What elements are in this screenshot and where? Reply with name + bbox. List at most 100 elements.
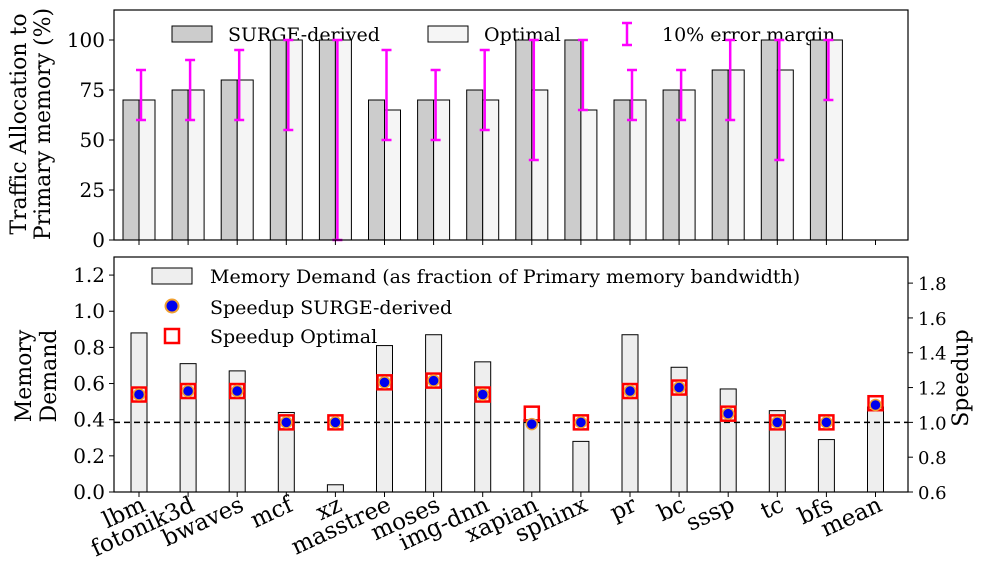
top-ytick-label: 25 [80,178,105,202]
top-errorbar [823,38,834,102]
top-errorbar [528,38,539,162]
top-ytick-label: 75 [80,78,105,102]
bottom-ytick-left-label: 1.0 [73,299,105,323]
speedup-optimal-marker [376,374,393,391]
speedup-optimal-marker [572,414,590,431]
bottom-ytick-right-label: 1.0 [918,413,947,434]
top-errorbar [136,68,146,122]
top-errorbar [774,38,785,162]
demand-bar [719,388,737,493]
legend-marker-surge [164,298,180,314]
top-ytick-label: 50 [80,128,105,152]
demand-bar [621,334,639,493]
speedup-surge-marker [132,388,146,401]
legend-swatch-surge [171,25,213,43]
legend-errorbar-icon [622,21,632,47]
speedup-surge-marker [476,388,489,401]
top-errorbar [725,38,736,122]
legend-marker-optimal [163,327,181,345]
demand-bar [326,484,344,493]
speedup-optimal-marker [228,382,246,400]
speedup-optimal-marker [719,405,737,422]
speedup-surge-marker [427,374,440,387]
demand-bar [523,419,541,493]
demand-bar [474,361,492,493]
legend-label-speedup-surge: Speedup SURGE-derived [210,297,452,319]
demand-bar [867,406,884,493]
speedup-optimal-marker [425,372,442,389]
top-bar-surge [466,89,484,241]
speedup-surge-marker [623,384,637,398]
speedup-optimal-marker [474,386,491,403]
bottom-ytick-right-label: 0.6 [918,483,947,504]
bottom-ytick-left-label: 0.4 [73,408,105,432]
top-bar-surge [171,89,189,241]
top-bar-surge [368,99,385,241]
top-bar-surge [318,39,336,241]
speedup-optimal-marker [769,414,786,431]
bottom-ytick-left-label: 1.2 [73,263,105,287]
top-bar-surge [269,39,287,241]
top-errorbar [185,58,196,122]
speedup-surge-marker [329,416,342,429]
bottom-ylabel-right: Speedup [949,329,974,427]
top-ylabel-line1: Traffic Allocation to [7,13,32,234]
top-bar-optimal [580,109,598,241]
bottom-ylabel: Memory Demand Speedup [12,329,974,427]
demand-bar [817,439,835,493]
top-errorbar [479,48,490,132]
speedup-surge-marker [525,417,539,431]
legend-swatch-demand [151,267,193,285]
legend-label-error: 10% error margin [662,24,835,46]
bottom-plot-frame [113,256,909,493]
legend-label-optimal: Optimal [484,24,561,46]
speedup-optimal-marker [621,382,639,400]
top-plot-frame [113,9,909,241]
bottom-ylabel-line2: Demand [37,330,62,423]
top-ytick-label: 100 [67,28,105,52]
top-errorbar [676,68,687,122]
xtick-label-tc: tc [757,492,788,525]
speedup-surge-marker [771,416,784,429]
top-errorbar [627,68,637,122]
top-errorbar [381,48,392,142]
xtick-label-mcf: mcf [247,491,298,533]
speedup-surge-marker [574,416,588,429]
top-errorbar [577,38,588,112]
top-ylabel: Traffic Allocation to Primary memory (%) [7,8,56,240]
bottom-ytick-right-label: 1.6 [918,309,947,330]
legend-label-speedup-optimal: Speedup Optimal [210,326,377,348]
speedup-surge-marker [672,381,686,394]
speedup-surge-marker [721,407,735,420]
speedup-optimal-marker [278,414,295,431]
bottom-ytick-right-label: 0.8 [918,448,947,469]
bottom-ytick-left-label: 0.8 [73,335,105,359]
speedup-optimal-marker [179,382,197,400]
legend-label-surge: SURGE-derived [228,24,380,46]
top-bar-surge [515,39,533,241]
speedup-surge-marker [181,384,195,398]
top-bar-surge [662,89,680,241]
top-errorbar [283,38,294,132]
bottom-legend: Memory Demand (as fraction of Primary me… [151,266,800,348]
xtick-label-sssp: sssp [682,492,738,537]
speedup-surge-marker [230,384,244,398]
speedup-surge-marker [820,416,833,429]
demand-bar [572,440,590,493]
bottom-ytick-left-label: 0.2 [73,444,105,468]
chart-marks: 0 25 50 75 100 0.0 0.2 0.4 0.6 0.8 1.0 1.2 0.6 0.8 1.0… [67,9,947,562]
speedup-optimal-marker [670,379,688,396]
speedup-surge-marker [378,376,391,389]
speedup-optimal-marker [818,414,835,431]
speedup-optimal-marker [130,386,148,403]
bottom-ytick-right-label: 1.4 [918,344,947,365]
bottom-ytick-left-label: 0.0 [73,480,105,504]
bottom-ytick-right-label: 1.8 [918,274,947,295]
speedup-surge-marker [869,398,882,412]
demand-bar [425,334,443,493]
demand-bar [376,345,393,493]
speedup-surge-marker [280,416,293,429]
top-errorbar [234,48,245,122]
bottom-ytick-left-label: 0.6 [73,372,105,396]
